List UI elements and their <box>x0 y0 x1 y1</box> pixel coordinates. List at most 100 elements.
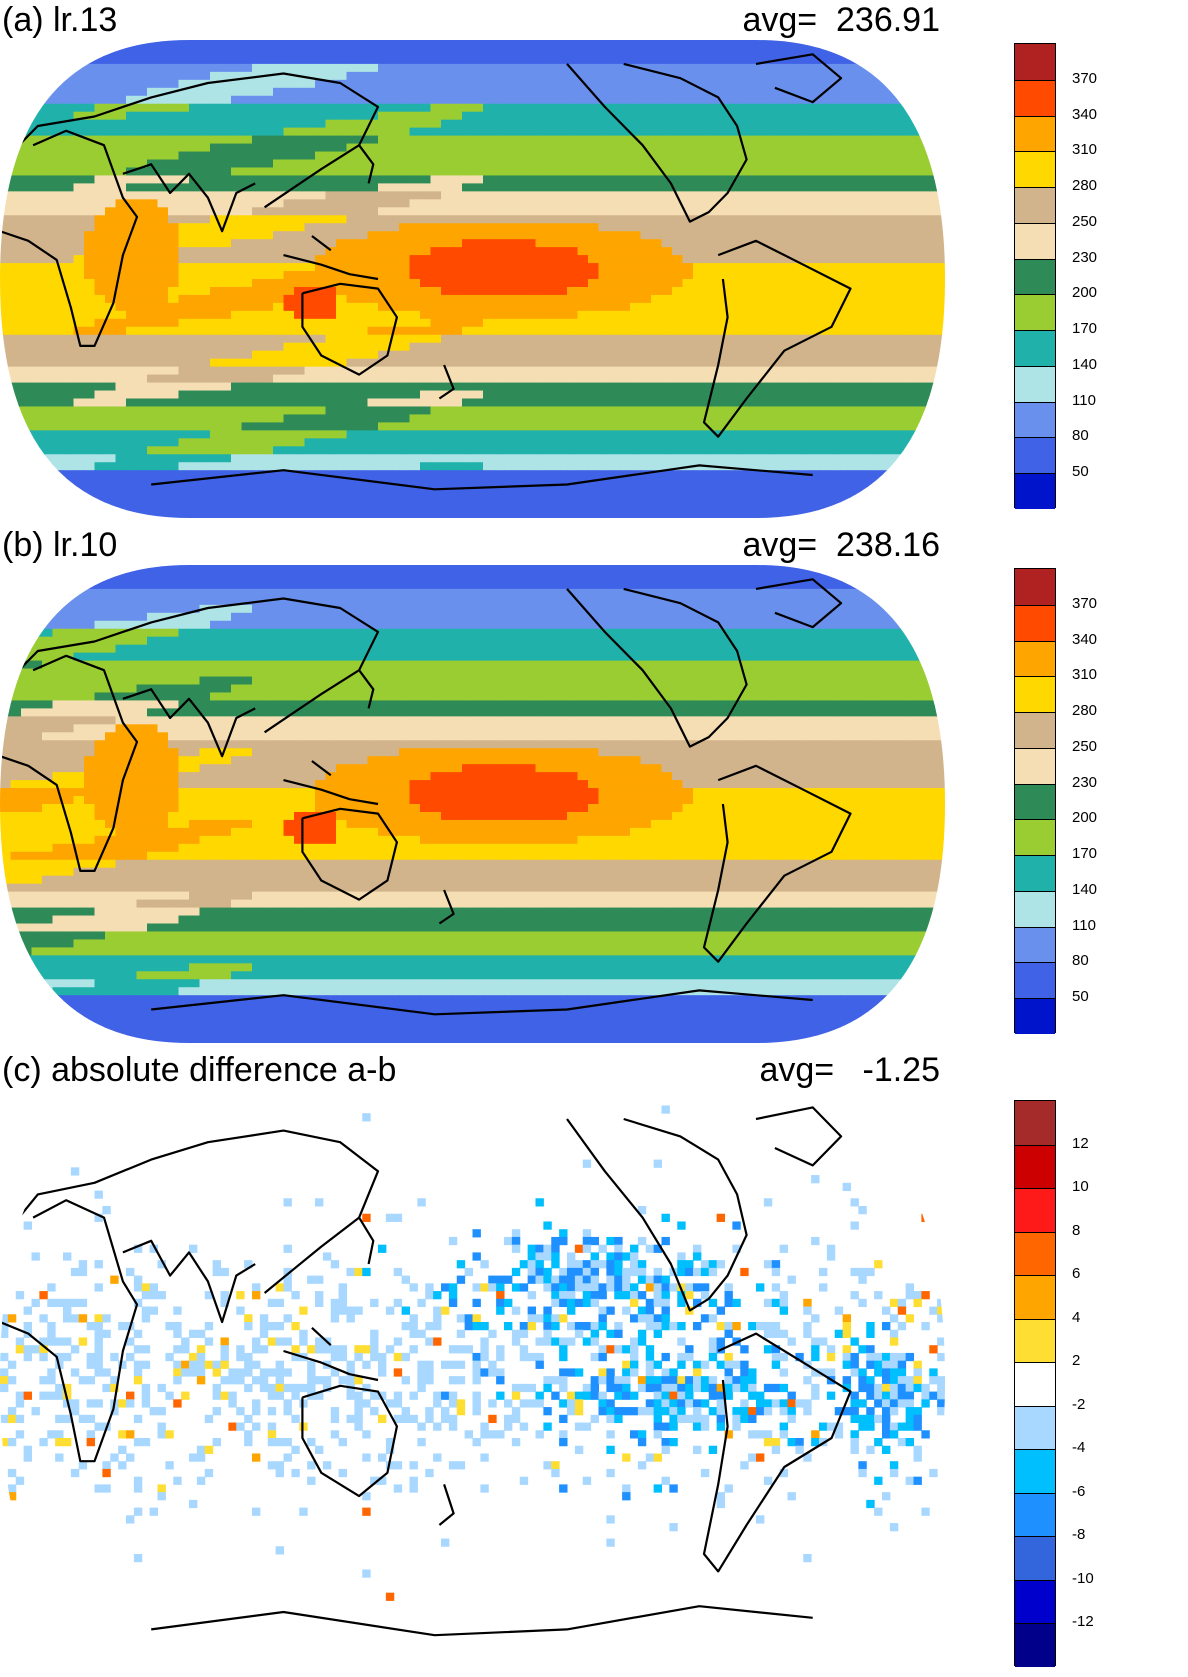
colorbar-swatch <box>1015 1144 1055 1189</box>
colorbar-label: 340 <box>1072 105 1098 123</box>
colorbar-swatch <box>1015 819 1055 856</box>
colorbar-label: 310 <box>1072 141 1098 159</box>
colorbar-swatch <box>1015 258 1055 295</box>
colorbar-label: 250 <box>1072 737 1098 755</box>
colorbar-swatch <box>1015 712 1055 748</box>
panel-title: (a) lr.13 <box>2 1 118 39</box>
colorbar-label: 370 <box>1072 69 1098 87</box>
coastline <box>0 654 139 872</box>
colorbar-label: 6 <box>1072 1265 1081 1283</box>
coastline <box>566 587 748 748</box>
colorbar-swatch <box>1015 962 1055 999</box>
colorbar-swatch <box>1015 926 1055 963</box>
colorbar-label: 170 <box>1072 320 1098 338</box>
colorbar-swatch <box>1015 747 1055 784</box>
colorbar-swatch <box>1015 1231 1055 1276</box>
coastline <box>755 53 843 104</box>
colorbar-swatch <box>1015 222 1055 259</box>
coastline <box>702 1332 852 1573</box>
coastline <box>151 989 813 1016</box>
colorbar-swatch <box>1015 79 1055 116</box>
colorbar-c <box>1014 1100 1056 1667</box>
coastline <box>0 1199 139 1463</box>
colorbar-swatch <box>1015 187 1055 223</box>
colorbar-label: 310 <box>1072 666 1098 684</box>
panel-average: avg= -1.25 <box>759 1051 940 1089</box>
colorbar-label: 140 <box>1072 880 1098 898</box>
colorbar-swatch <box>1015 676 1055 713</box>
coastline <box>438 1484 455 1526</box>
colorbar-label: 8 <box>1072 1221 1081 1239</box>
colorbar-swatch <box>1015 1536 1055 1580</box>
coastline <box>301 282 398 376</box>
colorbar-swatch <box>1015 1275 1055 1319</box>
colorbar-swatch <box>1015 1101 1055 1145</box>
coastline <box>0 1129 380 1294</box>
coastline-group <box>0 1106 852 1637</box>
panel-average: avg= 236.91 <box>742 1 940 39</box>
colorbar-swatch <box>1015 473 1055 509</box>
colorbar-swatch <box>1015 1449 1055 1493</box>
coastline <box>122 688 256 758</box>
coastline <box>0 597 380 734</box>
coastline <box>283 779 379 806</box>
coastline <box>151 464 813 491</box>
coastline <box>438 889 455 925</box>
colorbar-swatch <box>1015 890 1055 927</box>
colorbar-label: 4 <box>1072 1308 1081 1326</box>
colorbar-swatch <box>1015 1492 1055 1537</box>
coastline <box>151 1605 813 1637</box>
panel-c: (c) absolute difference a-b avg= -1.25 <box>0 1050 1188 1677</box>
coastline <box>311 1326 332 1347</box>
colorbar-label: 80 <box>1072 427 1089 445</box>
colorbar-label: 80 <box>1072 952 1089 970</box>
colorbar-swatch <box>1015 330 1055 366</box>
colorbar-swatch <box>1015 44 1055 80</box>
difference-shading <box>0 1105 945 1601</box>
coastline <box>122 1239 256 1324</box>
coastline <box>358 1217 375 1265</box>
colorbar-label: 50 <box>1072 463 1089 481</box>
colorbar-swatch <box>1015 604 1055 641</box>
colorbar-label: 250 <box>1072 212 1098 230</box>
colorbar-label: 110 <box>1072 916 1096 934</box>
colorbar-a <box>1014 43 1056 509</box>
colorbar-label: 200 <box>1072 809 1098 827</box>
coastline <box>566 62 748 223</box>
coastline <box>301 807 398 901</box>
colorbar-label: 340 <box>1072 630 1098 648</box>
coastline <box>283 254 379 281</box>
coastline <box>755 1106 843 1167</box>
colorbar-label: 140 <box>1072 355 1098 373</box>
colorbar-swatch <box>1015 365 1055 402</box>
colorbar-swatch <box>1015 640 1055 677</box>
panel-average: avg= 238.16 <box>742 526 940 564</box>
coastline <box>358 144 375 184</box>
colorbar-swatch <box>1015 1405 1055 1450</box>
colorbar-label: 50 <box>1072 988 1089 1006</box>
colorbar-swatch <box>1015 1362 1055 1406</box>
colorbar-swatch <box>1015 569 1055 605</box>
colorbar-label: -6 <box>1072 1482 1086 1500</box>
colorbar-label: 370 <box>1072 594 1098 612</box>
colorbar-b <box>1014 568 1056 1034</box>
colorbar-swatch <box>1015 998 1055 1034</box>
colorbar-swatch <box>1015 855 1055 891</box>
field-shading <box>0 565 945 1043</box>
colorbar-swatch <box>1015 783 1055 820</box>
field-shading <box>0 40 945 518</box>
colorbar-swatch <box>1015 1188 1055 1232</box>
coastline <box>311 235 332 252</box>
coastline-group <box>0 578 852 1016</box>
coastline <box>0 72 380 209</box>
colorbar-label: 230 <box>1072 773 1098 791</box>
world-map-a <box>0 40 945 518</box>
colorbar-swatch <box>1015 1318 1055 1363</box>
coastline <box>122 163 256 233</box>
colorbar-swatch <box>1015 294 1055 331</box>
world-map-b <box>0 565 945 1043</box>
colorbar-label: 2 <box>1072 1352 1081 1370</box>
panel-title: (c) absolute difference a-b <box>2 1051 397 1089</box>
colorbar-label: 10 <box>1072 1178 1089 1196</box>
colorbar-label: 200 <box>1072 284 1098 302</box>
